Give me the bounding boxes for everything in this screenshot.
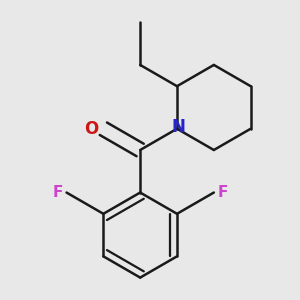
- Text: F: F: [52, 185, 63, 200]
- Text: F: F: [218, 185, 228, 200]
- Text: O: O: [84, 120, 98, 138]
- Text: N: N: [172, 118, 186, 136]
